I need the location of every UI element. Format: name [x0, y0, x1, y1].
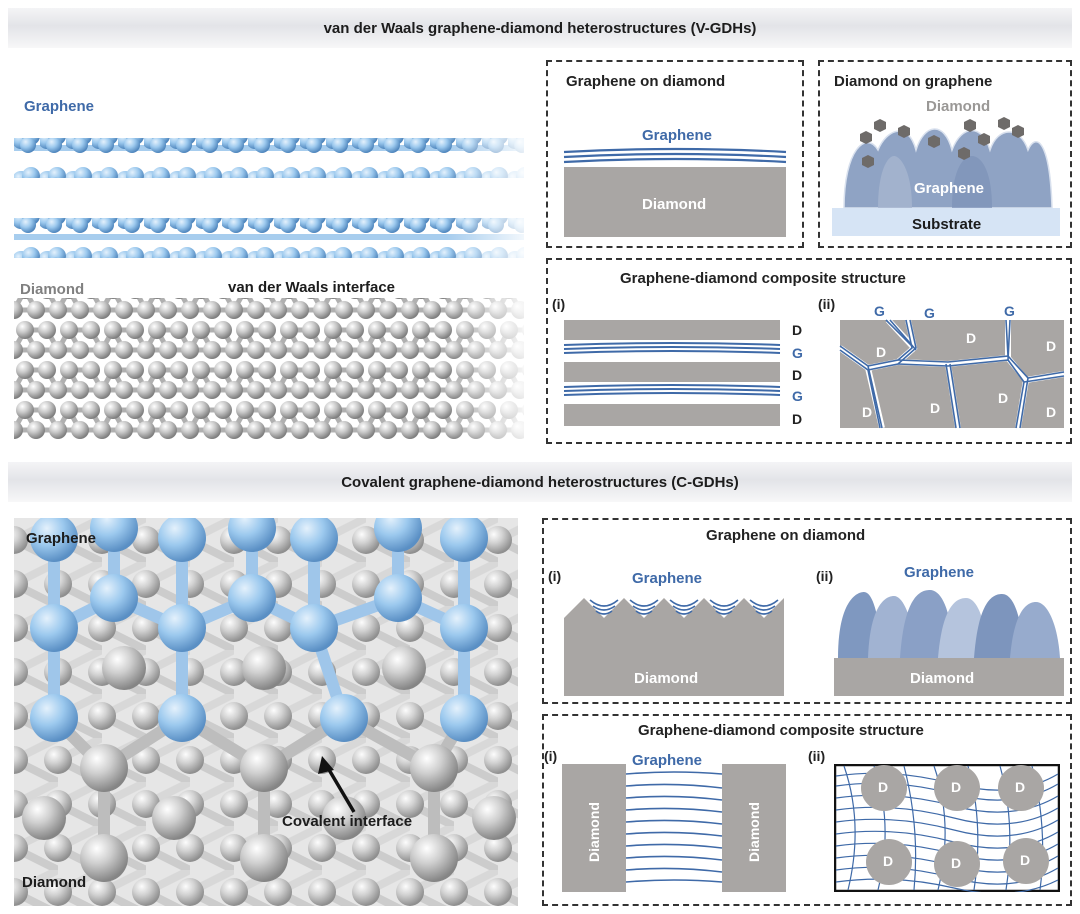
- vdw-dog-graphene-label: Graphene: [914, 180, 985, 197]
- vdw-comp-i-label: (i): [552, 296, 566, 312]
- vdw-god-graphene-label: Graphene: [642, 127, 713, 144]
- vdw-dog-schematic: [832, 117, 1060, 236]
- vdw-comp-g-tag-3: G: [1004, 303, 1015, 319]
- cov-comp-i-diamond-left: Diamond: [586, 802, 602, 862]
- vdw-graphene-label: Graphene: [24, 98, 95, 115]
- cov-comp-graphene-label: Graphene: [632, 752, 703, 769]
- cov-god-ii-diamond-label: Diamond: [910, 670, 975, 687]
- cov-section-banner: Covalent graphene-diamond heterostructur…: [8, 462, 1072, 502]
- vdw-comp-ii-schematic: [838, 318, 1065, 429]
- cov-god-ii-graphene-label: Graphene: [904, 564, 975, 581]
- cov-comp-ii-label: (ii): [808, 748, 826, 764]
- vdw-comp-g-tag-2: G: [924, 305, 935, 321]
- cov-comp-d-6: D: [1020, 852, 1031, 868]
- vdw-comp-title: Graphene-diamond composite structure: [620, 270, 906, 287]
- cov-comp-ii-schematic: [834, 764, 1060, 892]
- cov-comp-d-3: D: [1015, 779, 1026, 795]
- vdw-section-banner: van der Waals graphene-diamond heterostr…: [8, 8, 1072, 48]
- vdw-comp-layer-0: D: [792, 322, 803, 338]
- vdw-god-title: Graphene on diamond: [566, 73, 726, 90]
- vdw-composite-box: [546, 258, 1072, 444]
- vdw-comp-d-tag-5: D: [930, 400, 941, 416]
- vdw-comp-d-tag-7: D: [1046, 404, 1057, 420]
- cov-diamond-label: Diamond: [22, 874, 87, 891]
- vdw-comp-layer-3: G: [792, 388, 803, 404]
- cov-god-ii-label: (ii): [816, 568, 834, 584]
- cov-atomic-model: [14, 518, 518, 906]
- vdw-comp-layer-2: D: [792, 367, 803, 383]
- vdw-comp-ii-label: (ii): [818, 296, 836, 312]
- cov-comp-d-5: D: [951, 855, 962, 871]
- cov-god-ii-schematic: [834, 590, 1064, 696]
- vdw-diamond-label: Diamond: [20, 281, 85, 298]
- cov-comp-d-4: D: [883, 853, 894, 869]
- cov-god-i-graphene-label: Graphene: [632, 570, 703, 587]
- cov-comp-title: Graphene-diamond composite structure: [638, 722, 924, 739]
- vdw-dog-diamond-label: Diamond: [926, 98, 991, 115]
- vdw-comp-d-tag-1: D: [876, 344, 887, 360]
- cov-comp-d-2: D: [951, 779, 962, 795]
- vdw-god-diamond-label: Diamond: [642, 196, 707, 213]
- vdw-comp-d-tag-6: D: [998, 390, 1009, 406]
- vdw-comp-d-tag-3: D: [1046, 338, 1057, 354]
- vdw-diamond-on-graphene-box: [818, 60, 1072, 248]
- cov-composite-box: [542, 714, 1072, 906]
- vdw-comp-d-tag-4: D: [862, 404, 873, 420]
- vdw-atomic-model: [14, 120, 524, 442]
- vdw-comp-layer-4: D: [792, 411, 803, 427]
- vdw-interface-label: van der Waals interface: [228, 279, 396, 296]
- vdw-graphene-on-diamond-box: [546, 60, 804, 248]
- cov-comp-i-label: (i): [544, 748, 558, 764]
- cov-god-title: Graphene on diamond: [706, 527, 866, 544]
- cov-graphene-on-diamond-box: [542, 518, 1072, 704]
- cov-comp-i-diamond-right: Diamond: [746, 802, 762, 862]
- vdw-comp-d-tag-2: D: [966, 330, 977, 346]
- vdw-comp-layer-1: G: [792, 345, 803, 361]
- vdw-dog-title: Diamond on graphene: [834, 73, 993, 90]
- cov-god-i-diamond-label: Diamond: [634, 670, 699, 687]
- cov-comp-i-schematic: [562, 764, 786, 892]
- vdw-comp-i-schematic: [563, 320, 781, 426]
- cov-god-i-schematic: [564, 598, 784, 696]
- cov-god-i-label: (i): [548, 568, 562, 584]
- cov-graphene-label: Graphene: [26, 530, 97, 547]
- vdw-comp-g-tag-1: G: [874, 303, 885, 319]
- vdw-god-schematic: [563, 147, 787, 237]
- cov-interface-label: Covalent interface: [282, 813, 413, 830]
- cov-comp-d-1: D: [878, 779, 889, 795]
- vdw-dog-substrate-label: Substrate: [912, 216, 982, 233]
